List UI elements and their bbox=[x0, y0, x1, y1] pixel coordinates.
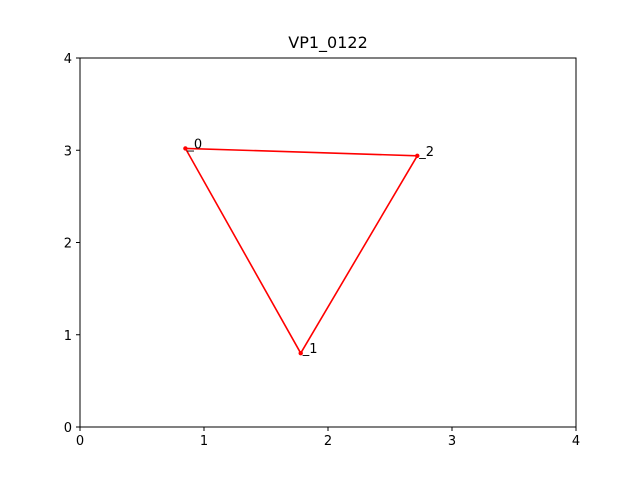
x-tick-label: 3 bbox=[448, 434, 456, 449]
data-point bbox=[298, 351, 303, 356]
axes-frame bbox=[79, 57, 577, 428]
x-tick-label: 2 bbox=[324, 434, 332, 449]
point-label: _2 bbox=[418, 145, 434, 160]
y-tick-label: 4 bbox=[64, 52, 72, 67]
y-tick-label: 1 bbox=[64, 329, 72, 344]
y-tick-label: 0 bbox=[64, 421, 72, 436]
x-tick-label: 1 bbox=[200, 434, 208, 449]
y-tick-label: 2 bbox=[64, 237, 72, 252]
data-point bbox=[183, 146, 188, 151]
data-point bbox=[415, 153, 420, 158]
chart-title: VP1_0122 bbox=[288, 33, 368, 53]
point-label: _0 bbox=[186, 137, 202, 152]
axis-ticks: 0 1 2 3 4 0 1 2 3 4 bbox=[64, 52, 580, 449]
series-layer: _0 _1 _2 bbox=[183, 137, 434, 357]
x-tick-label: 0 bbox=[76, 434, 84, 449]
series-line bbox=[184, 147, 419, 355]
point-label: _1 bbox=[302, 342, 318, 357]
x-tick-label: 4 bbox=[572, 434, 580, 449]
y-tick-label: 3 bbox=[64, 144, 72, 159]
